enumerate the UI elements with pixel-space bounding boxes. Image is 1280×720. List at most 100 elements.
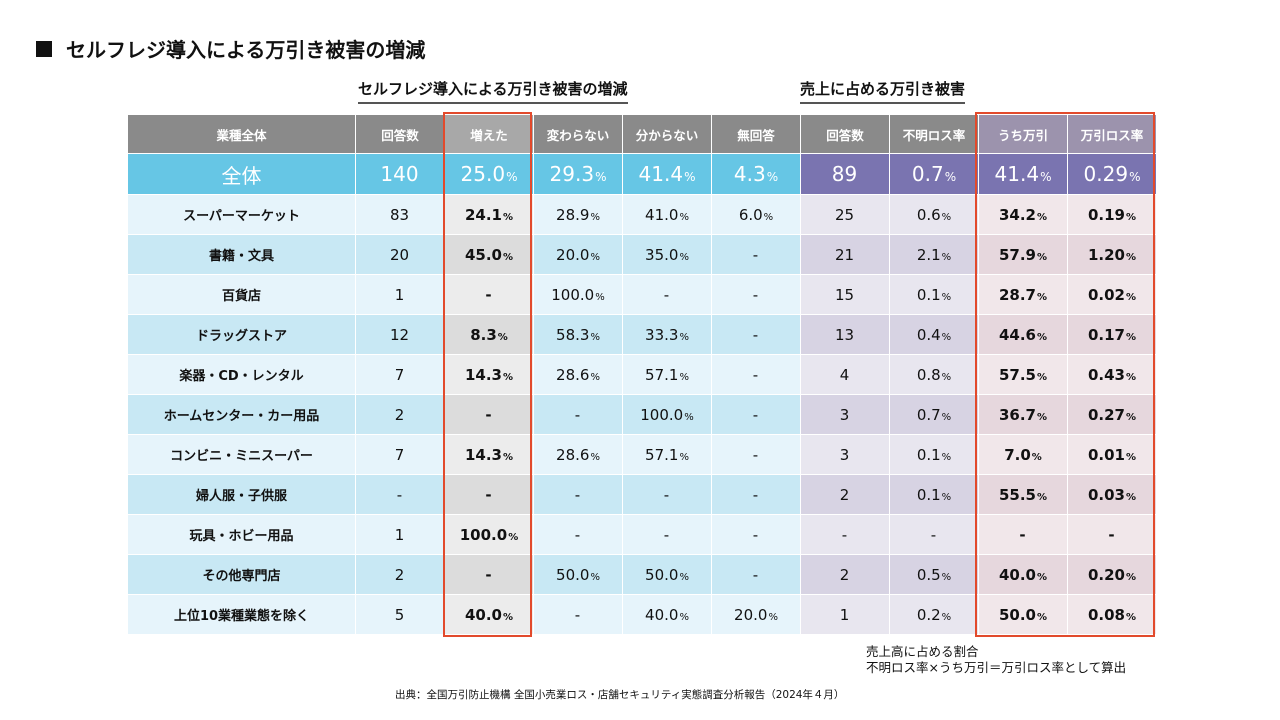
table-cell: 0.03%: [1067, 474, 1157, 515]
table-cell: 14.3%: [444, 354, 534, 395]
table-cell: 3: [800, 394, 890, 435]
column-header: 業種全体: [127, 114, 356, 154]
cell-value: 0.6: [916, 205, 941, 224]
cell-value: 2.1: [916, 245, 941, 264]
table-cell: 41.4%: [622, 153, 712, 195]
cell-value: 100.0: [459, 525, 508, 544]
cell-unit: %: [1125, 291, 1137, 303]
cell-value: 0.1: [916, 485, 941, 504]
cell-value: 4: [839, 365, 850, 384]
cell-unit: %: [679, 571, 689, 583]
cell-value: 0.02: [1087, 285, 1125, 304]
cell-unit: %: [941, 291, 952, 303]
cell-value: 57.1: [645, 445, 679, 464]
cell-value: 28.7: [998, 285, 1036, 304]
table-cell: -: [444, 274, 534, 315]
cell-value: 0.01: [1087, 445, 1125, 464]
table-cell: 2: [800, 474, 890, 515]
column-header: 変わらない: [533, 114, 623, 154]
table-cell: 50.0%: [533, 554, 623, 595]
cell-value: 20.0: [734, 605, 768, 624]
cell-value: 3: [839, 445, 850, 464]
cell-value: 0.1: [916, 445, 941, 464]
table-cell: 34.2%: [978, 194, 1068, 235]
cell-value: 13: [834, 325, 855, 344]
cell-unit: %: [679, 611, 689, 623]
cell-value: 57.9: [998, 245, 1036, 264]
cell-unit: %: [1031, 451, 1042, 463]
cell-unit: %: [1036, 211, 1048, 223]
table-cell: -: [711, 274, 801, 315]
cell-unit: %: [1036, 251, 1048, 263]
table-cell: -: [889, 514, 979, 555]
table-row: スーパーマーケット 83 24.1% 28.9% 41.0% 6.0% 25 0.6% 34.2…: [127, 194, 1157, 235]
table-cell: -: [1067, 514, 1157, 555]
row-category: 上位10業種業態を除く: [127, 594, 356, 635]
table-cell: -: [444, 394, 534, 435]
table-cell: 6.0%: [711, 194, 801, 235]
table-cell: 1: [355, 274, 445, 315]
cell-value: 50.0: [556, 565, 590, 584]
table-row: コンビニ・ミニスーパー 7 14.3% 28.6% 57.1% -3 0.1% 7.0% 0.0…: [127, 434, 1157, 475]
row-category: 書籍・文具: [127, 234, 356, 275]
table-cell: 24.1%: [444, 194, 534, 235]
table-cell: 2.1%: [889, 234, 979, 275]
table-cell: 0.5%: [889, 554, 979, 595]
cell-unit: %: [595, 291, 605, 303]
table-row: 百貨店 1-100.0% - -15 0.1% 28.7% 0.02%: [127, 274, 1157, 315]
table-row: その他専門店 2-50.0% 50.0% -2 0.5% 40.0% 0.20%: [127, 554, 1157, 595]
cell-unit: %: [941, 451, 952, 463]
column-header: 無回答: [711, 114, 801, 154]
cell-value: 0.03: [1087, 485, 1125, 504]
column-header: 回答数: [800, 114, 890, 154]
cell-unit: %: [506, 170, 518, 184]
table-cell: 15: [800, 274, 890, 315]
cell-value: -: [485, 285, 492, 304]
table-cell: -: [711, 434, 801, 475]
cell-unit: %: [684, 170, 696, 184]
cell-value: 20: [389, 245, 410, 264]
cell-value: 6.0: [738, 205, 763, 224]
data-table: 業種全体 回答数 増えた 変わらない 分からない 無回答 回答数 不明ロス率 うち万引 万引ロス率…: [127, 114, 1157, 635]
cell-value: 7: [394, 445, 405, 464]
column-header: 回答数: [355, 114, 445, 154]
cell-unit: %: [941, 251, 952, 263]
table-row: 楽器・CD・レンタル 7 14.3% 28.6% 57.1% -4 0.8% 57.5% 0.4…: [127, 354, 1157, 395]
cell-value: 89: [831, 162, 858, 186]
table-cell: 0.7%: [889, 153, 979, 195]
cell-unit: %: [766, 170, 779, 184]
cell-unit: %: [1036, 371, 1048, 383]
row-category: その他専門店: [127, 554, 356, 595]
table-cell: 20.0%: [533, 234, 623, 275]
cell-unit: %: [1125, 371, 1137, 383]
cell-value: -: [752, 245, 759, 264]
cell-value: 0.1: [916, 285, 941, 304]
cell-value: -: [752, 325, 759, 344]
table-cell: 33.3%: [622, 314, 712, 355]
cell-value: 0.5: [916, 565, 941, 584]
cell-value: 0.7: [916, 405, 941, 424]
cell-value: 7.0: [1004, 445, 1031, 464]
table-row: 玩具・ホビー用品 1 100.0% - - - - - - -: [127, 514, 1157, 555]
cell-value: -: [574, 525, 581, 544]
row-category: 楽器・CD・レンタル: [127, 354, 356, 395]
column-header: 分からない: [622, 114, 712, 154]
table-cell: 25: [800, 194, 890, 235]
table-body: 全体 140 25.0% 29.3% 41.4% 4.3% 89 0.7% 41.4% 0.29%…: [127, 153, 1157, 635]
cell-value: 0.19: [1087, 205, 1125, 224]
column-header: 万引ロス率: [1067, 114, 1157, 154]
cell-unit: %: [684, 411, 694, 423]
table-cell: 40.0%: [622, 594, 712, 635]
table-cell: 7.0%: [978, 434, 1068, 475]
cell-value: -: [752, 405, 759, 424]
cell-value: 58.3: [556, 325, 590, 344]
table-cell: 140: [355, 153, 445, 195]
cell-value: 14.3: [464, 365, 502, 384]
calculation-note: 売上高に占める割合 不明ロス率×うち万引＝万引ロス率として算出: [866, 644, 1126, 676]
cell-value: -: [574, 485, 581, 504]
cell-unit: %: [590, 251, 600, 263]
cell-unit: %: [1036, 491, 1048, 503]
table-row: ホームセンター・カー用品 2- -100.0% -3 0.7% 36.7% 0.27%: [127, 394, 1157, 435]
cell-value: 100.0: [640, 405, 684, 424]
note-line-1: 売上高に占める割合: [866, 644, 979, 659]
